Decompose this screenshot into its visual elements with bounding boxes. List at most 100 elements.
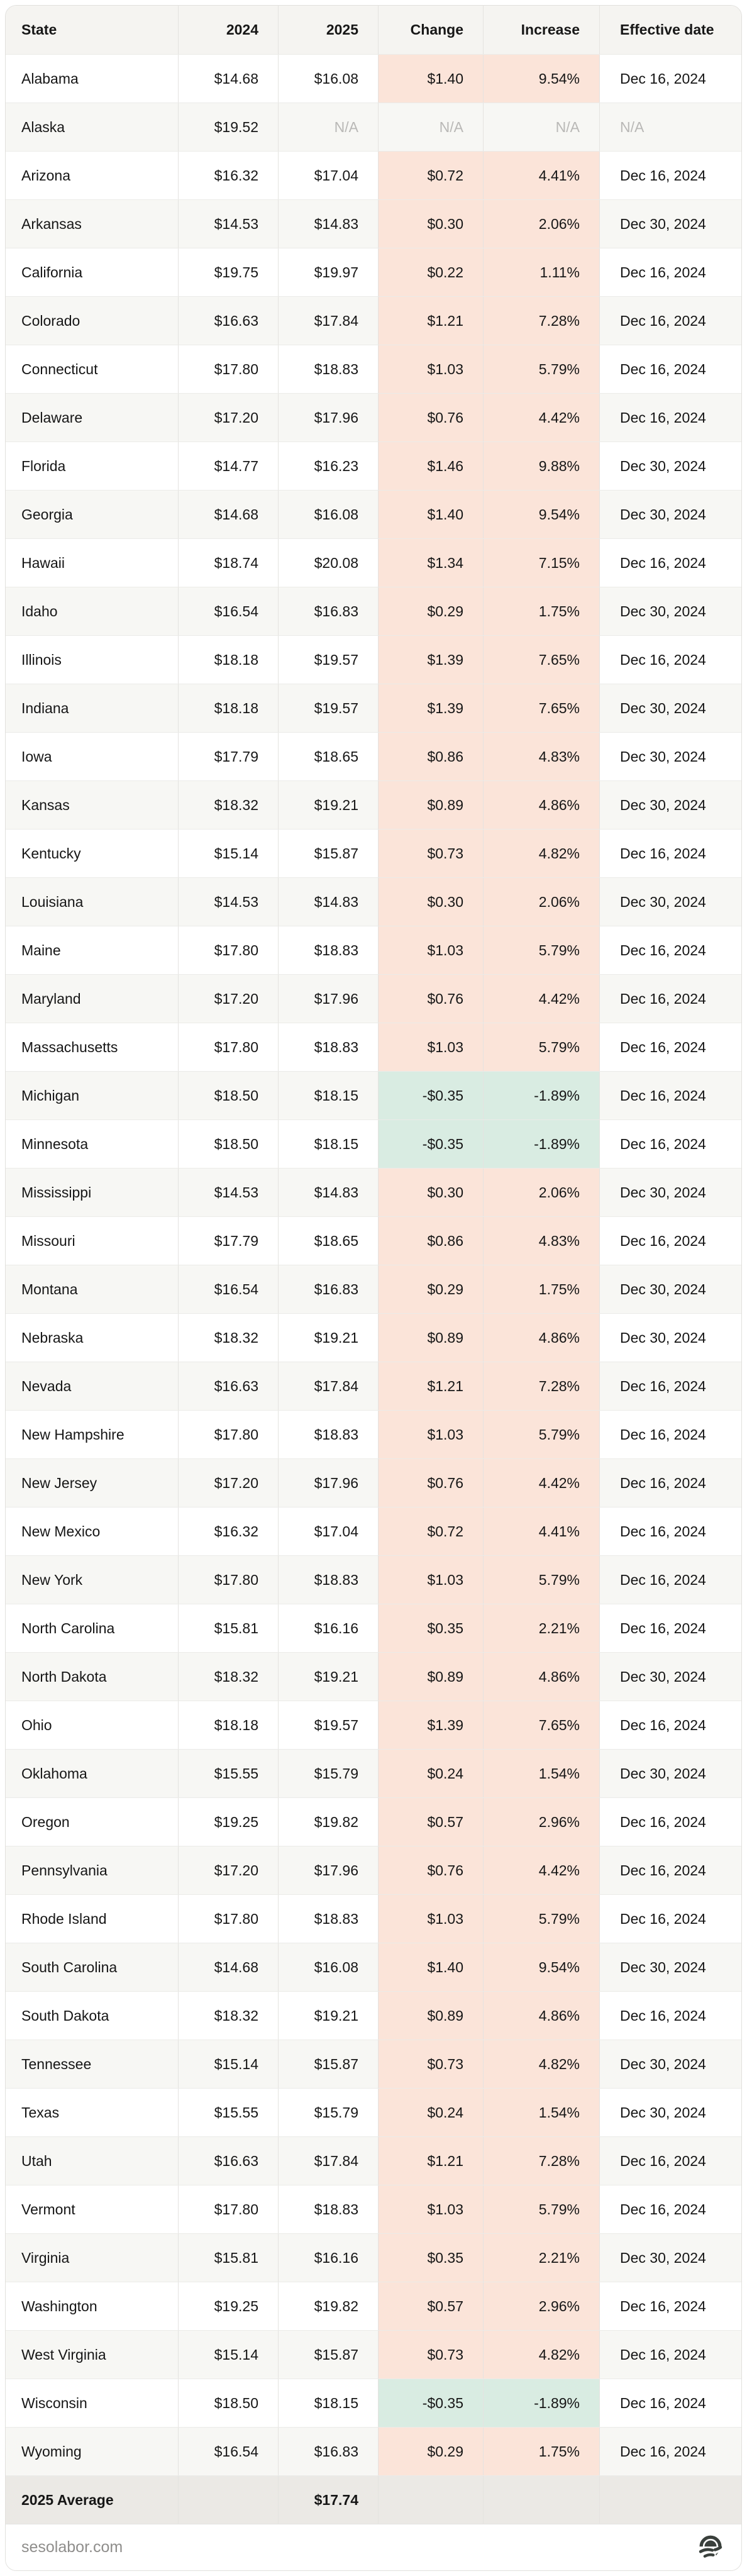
sunrise-field-logo-icon xyxy=(696,2533,725,2562)
cell-2025: $16.08 xyxy=(278,1943,378,1991)
average-row: 2025 Average $17.74 xyxy=(6,2475,741,2524)
table-row: Washington $19.25 $19.82 $0.57 2.96% Dec… xyxy=(6,2282,741,2330)
cell-2025: $18.83 xyxy=(278,2185,378,2233)
table-row: New Mexico $16.32 $17.04 $0.72 4.41% Dec… xyxy=(6,1507,741,1555)
cell-change: $1.46 xyxy=(378,442,483,490)
cell-state: North Carolina xyxy=(21,1619,115,1636)
cell-effective-date: Dec 16, 2024 xyxy=(599,1023,741,1071)
cell-2025: $16.16 xyxy=(278,2234,378,2282)
cell-increase: 4.83% xyxy=(483,733,599,780)
cell-2024: $17.80 xyxy=(178,1895,278,1943)
cell-increase: 1.54% xyxy=(483,2089,599,2136)
cell-state: Hawaii xyxy=(21,554,65,571)
cell-2024: $18.18 xyxy=(178,1701,278,1749)
site-url: sesolabor.com xyxy=(21,2538,123,2556)
cell-effective-date: N/A xyxy=(599,103,741,151)
cell-2024: $17.80 xyxy=(178,345,278,393)
cell-2024: $18.32 xyxy=(178,1992,278,2040)
cell-effective-date: Dec 16, 2024 xyxy=(599,2282,741,2330)
cell-state: Vermont xyxy=(21,2201,75,2218)
cell-2024: $17.80 xyxy=(178,1556,278,1604)
cell-effective-date: Dec 30, 2024 xyxy=(599,878,741,926)
cell-change: $0.89 xyxy=(378,1653,483,1701)
cell-2024: $19.75 xyxy=(178,248,278,296)
header-cell-increase: Increase xyxy=(483,6,599,54)
cell-2025: $18.83 xyxy=(278,1895,378,1943)
cell-2024: $16.32 xyxy=(178,1507,278,1555)
cell-state: Wisconsin xyxy=(21,2394,87,2411)
table-header-row: State 2024 2025 Change Increase Effectiv… xyxy=(6,6,741,54)
cell-increase: 2.06% xyxy=(483,1169,599,1216)
table-row: North Carolina $15.81 $16.16 $0.35 2.21%… xyxy=(6,1604,741,1652)
cell-increase: 2.21% xyxy=(483,2234,599,2282)
table-row: Maryland $17.20 $17.96 $0.76 4.42% Dec 1… xyxy=(6,974,741,1023)
cell-increase: 4.41% xyxy=(483,1507,599,1555)
cell-2024: $17.20 xyxy=(178,975,278,1023)
average-increase xyxy=(483,2476,599,2524)
cell-2025: $18.83 xyxy=(278,926,378,974)
cell-2025: $18.83 xyxy=(278,1023,378,1071)
table-row: Delaware $17.20 $17.96 $0.76 4.42% Dec 1… xyxy=(6,393,741,441)
cell-change: $0.24 xyxy=(378,2089,483,2136)
cell-state: Ohio xyxy=(21,1716,52,1733)
cell-state: Minnesota xyxy=(21,1135,89,1152)
cell-2024: $16.54 xyxy=(178,1265,278,1313)
cell-change: $1.34 xyxy=(378,539,483,587)
table-row: Wyoming $16.54 $16.83 $0.29 1.75% Dec 16… xyxy=(6,2427,741,2475)
cell-state: Rhode Island xyxy=(21,1910,107,1927)
cell-change: $0.72 xyxy=(378,1507,483,1555)
cell-state: Alaska xyxy=(21,118,65,135)
cell-2024: $17.20 xyxy=(178,1459,278,1507)
cell-change: $0.24 xyxy=(378,1750,483,1797)
cell-2024: $17.80 xyxy=(178,1023,278,1071)
table-row: Oregon $19.25 $19.82 $0.57 2.96% Dec 16,… xyxy=(6,1797,741,1846)
cell-effective-date: Dec 30, 2024 xyxy=(599,200,741,248)
cell-2025: $18.15 xyxy=(278,2379,378,2427)
cell-change: $0.29 xyxy=(378,1265,483,1313)
cell-2025: $19.21 xyxy=(278,781,378,829)
table-row: Indiana $18.18 $19.57 $1.39 7.65% Dec 30… xyxy=(6,684,741,732)
cell-2024: $14.68 xyxy=(178,491,278,538)
table-row: Montana $16.54 $16.83 $0.29 1.75% Dec 30… xyxy=(6,1265,741,1313)
cell-2024: $18.50 xyxy=(178,1120,278,1168)
header-cell-change: Change xyxy=(378,6,483,54)
cell-2025: $19.21 xyxy=(278,1314,378,1362)
cell-2025: $17.84 xyxy=(278,1362,378,1410)
cell-effective-date: Dec 30, 2024 xyxy=(599,1169,741,1216)
cell-state: Kentucky xyxy=(21,845,81,862)
cell-2025: $19.57 xyxy=(278,1701,378,1749)
cell-effective-date: Dec 30, 2024 xyxy=(599,491,741,538)
cell-state: Nebraska xyxy=(21,1329,84,1346)
table-row: Hawaii $18.74 $20.08 $1.34 7.15% Dec 16,… xyxy=(6,538,741,587)
average-2024 xyxy=(178,2476,278,2524)
cell-2024: $16.54 xyxy=(178,587,278,635)
cell-effective-date: Dec 16, 2024 xyxy=(599,297,741,345)
cell-2025: $15.87 xyxy=(278,830,378,877)
cell-state: Pennsylvania xyxy=(21,1862,108,1879)
cell-2024: $17.20 xyxy=(178,1846,278,1894)
cell-increase: 4.82% xyxy=(483,830,599,877)
table-row: Minnesota $18.50 $18.15 -$0.35 -1.89% De… xyxy=(6,1119,741,1168)
cell-effective-date: Dec 16, 2024 xyxy=(599,1846,741,1894)
cell-2025: $18.15 xyxy=(278,1120,378,1168)
cell-effective-date: Dec 16, 2024 xyxy=(599,1120,741,1168)
cell-effective-date: Dec 30, 2024 xyxy=(599,733,741,780)
cell-change: $0.72 xyxy=(378,152,483,199)
cell-2024: $15.55 xyxy=(178,1750,278,1797)
cell-2025: $16.23 xyxy=(278,442,378,490)
cell-effective-date: Dec 16, 2024 xyxy=(599,2428,741,2475)
table-row: California $19.75 $19.97 $0.22 1.11% Dec… xyxy=(6,248,741,296)
cell-increase: 7.15% xyxy=(483,539,599,587)
footer: sesolabor.com xyxy=(6,2524,741,2570)
cell-2025: $19.82 xyxy=(278,1798,378,1846)
cell-state: Oregon xyxy=(21,1813,70,1830)
header-cell-state: State xyxy=(21,21,57,38)
table-row: Mississippi $14.53 $14.83 $0.30 2.06% De… xyxy=(6,1168,741,1216)
cell-increase: 2.96% xyxy=(483,2282,599,2330)
table-row: Rhode Island $17.80 $18.83 $1.03 5.79% D… xyxy=(6,1894,741,1943)
table-row: Nebraska $18.32 $19.21 $0.89 4.86% Dec 3… xyxy=(6,1313,741,1362)
cell-effective-date: Dec 16, 2024 xyxy=(599,152,741,199)
cell-state: Maryland xyxy=(21,990,81,1007)
cell-state: Montana xyxy=(21,1280,78,1297)
cell-change: $1.40 xyxy=(378,55,483,103)
